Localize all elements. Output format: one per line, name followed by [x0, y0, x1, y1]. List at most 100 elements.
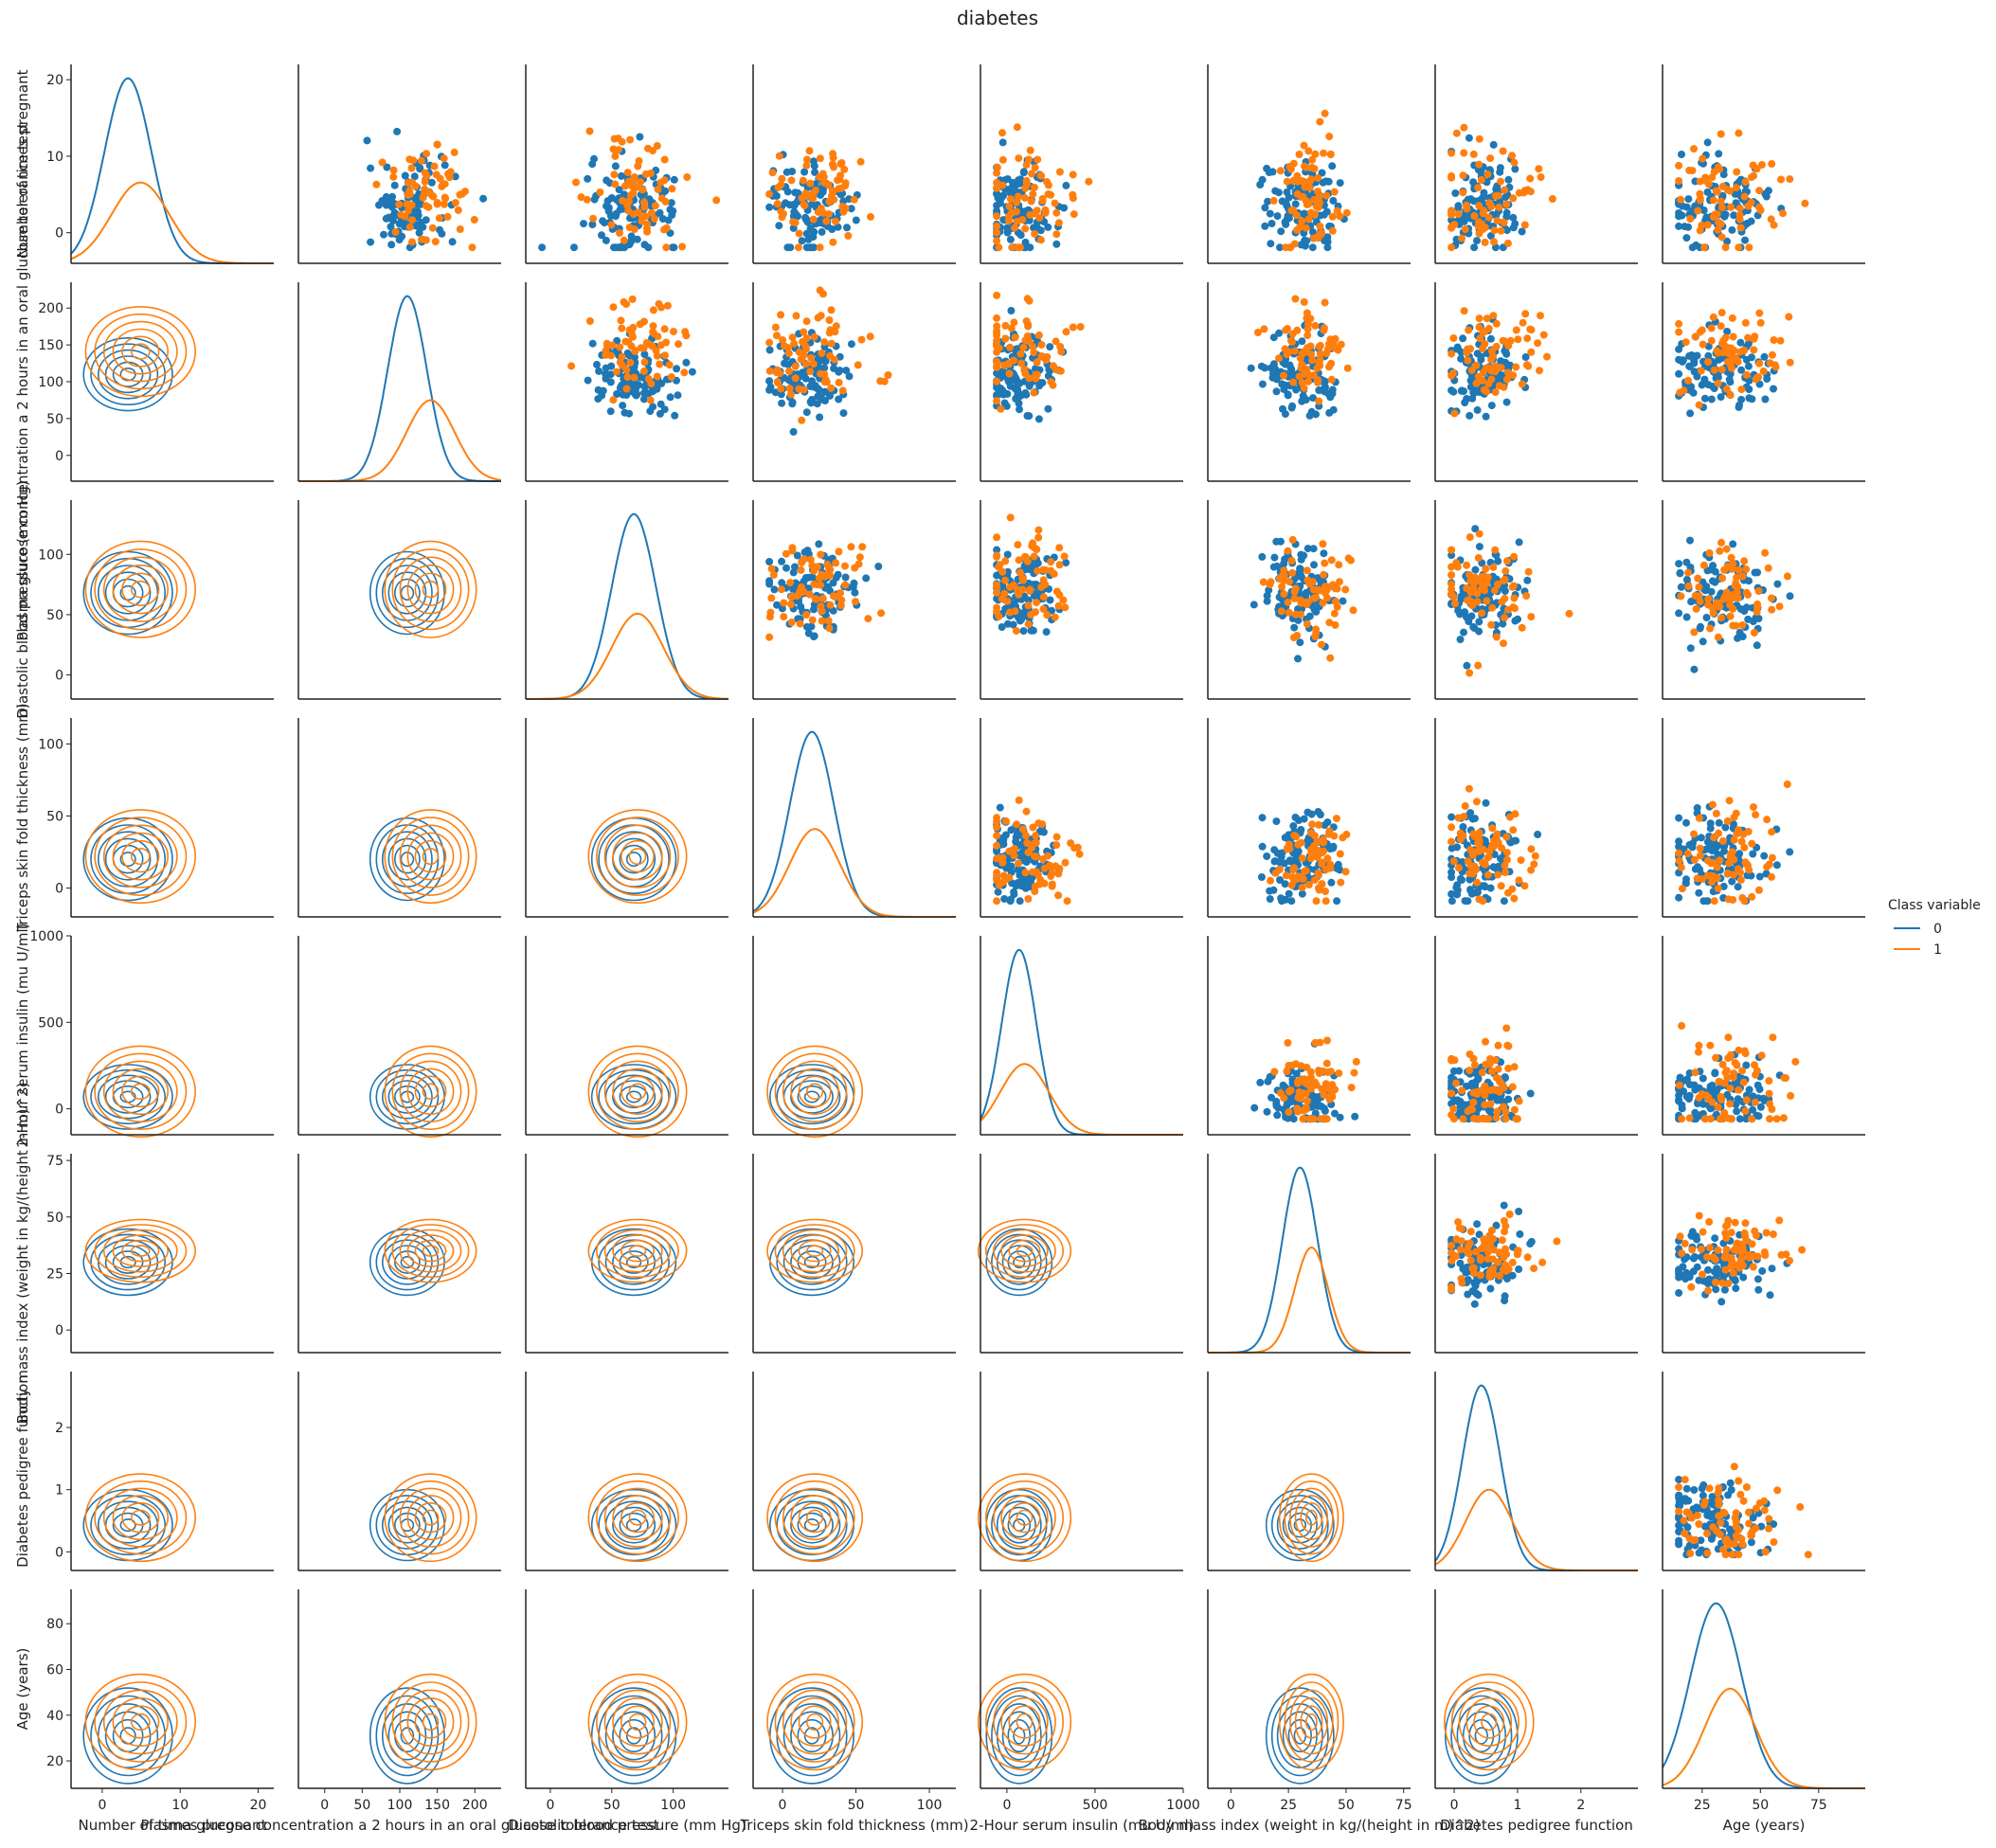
scatter-point-class1: [1327, 359, 1336, 368]
scatter-point-class0: [1753, 568, 1762, 577]
scatter-point-class1: [1716, 856, 1724, 865]
scatter-point-class0: [1717, 393, 1725, 402]
scatter-point-class0: [1735, 1115, 1744, 1123]
scatter-point-class1: [1449, 369, 1457, 377]
scatter-point-class0: [1733, 1107, 1741, 1116]
y-tick-label: 0: [55, 669, 63, 684]
scatter-point-class1: [1754, 587, 1763, 595]
scatter-point-class0: [1675, 560, 1683, 568]
scatter-point-class1: [423, 171, 431, 180]
scatter-point-class1: [1753, 608, 1761, 617]
scatter-point-class0: [778, 579, 786, 587]
scatter-point-class0: [852, 216, 860, 224]
scatter-point-class1: [820, 338, 829, 347]
scatter-point-class1: [824, 568, 833, 576]
scatter-point-class1: [611, 180, 620, 188]
scatter-point-class1: [1025, 296, 1034, 305]
scatter-point-class0: [1272, 1097, 1281, 1105]
scatter-point-class1: [809, 215, 818, 224]
scatter-point-class1: [1511, 604, 1519, 613]
scatter-point-class1: [1022, 832, 1030, 840]
scatter-point-class0: [1682, 613, 1691, 621]
scatter-point-class0: [640, 383, 649, 391]
scatter-point-class1: [1466, 533, 1474, 542]
kde-contour-class1: [985, 1224, 1065, 1279]
scatter-point-class1: [649, 322, 657, 331]
scatter-point-class0: [1474, 1291, 1483, 1300]
scatter-point-class1: [1006, 343, 1015, 351]
y-tick-label: 50: [46, 412, 63, 427]
scatter-point-class0: [1296, 565, 1304, 573]
scatter-point-class1: [636, 320, 644, 329]
scatter-point-class1: [1304, 320, 1312, 329]
scatter-point-class1: [854, 560, 863, 568]
scatter-point-class1: [782, 549, 790, 558]
scatter-point-class0: [1060, 204, 1069, 212]
scatter-point-class1: [577, 193, 585, 202]
scatter-point-class0: [874, 563, 883, 570]
scatter-point-class1: [622, 385, 631, 393]
scatter-point-class0: [1515, 1208, 1523, 1215]
scatter-point-class0: [839, 409, 848, 418]
scatter-point-class1: [1304, 215, 1313, 224]
scatter-point-class1: [1008, 208, 1016, 217]
kde-contour-class0: [387, 571, 427, 615]
scatter-point-class1: [572, 178, 580, 187]
scatter-point-class1: [1491, 368, 1500, 376]
scatter-point-class0: [1289, 822, 1298, 830]
scatter-point-class1: [1322, 350, 1331, 357]
scatter-point-class1: [1748, 839, 1756, 848]
scatter-point-class1: [1319, 540, 1327, 548]
scatter-point-class1: [806, 179, 815, 188]
scatter-point-class1: [1709, 313, 1717, 321]
scatter-point-class1: [1448, 1056, 1456, 1065]
scatter-point-class0: [1297, 555, 1305, 564]
scatter-point-class1: [829, 188, 837, 197]
panel-gluc-vs-bp: [525, 282, 728, 482]
scatter-point-class1: [997, 404, 1005, 413]
scatter-point-class0: [1286, 856, 1294, 865]
scatter-point-class0: [770, 585, 779, 594]
scatter-point-class1: [1061, 858, 1070, 867]
scatter-point-class0: [791, 563, 799, 571]
scatter-point-class0: [1471, 386, 1480, 394]
scatter-point-class1: [1553, 1237, 1561, 1246]
scatter-point-class1: [1717, 538, 1725, 547]
scatter-point-class1: [1518, 623, 1526, 632]
scatter-point-class1: [811, 595, 819, 603]
scatter-point-class1: [1031, 164, 1039, 171]
scatter-point-class1: [660, 155, 669, 164]
scatter-point-class0: [1463, 661, 1471, 670]
scatter-point-class1: [993, 178, 1001, 187]
scatter-point-class1: [837, 596, 846, 604]
scatter-point-class1: [417, 156, 425, 165]
scatter-point-class1: [630, 373, 638, 382]
scatter-point-class1: [1326, 1068, 1335, 1076]
scatter-point-class1: [1732, 621, 1740, 630]
y-tick-label: 150: [38, 338, 63, 353]
scatter-point-class1: [1506, 336, 1515, 345]
scatter-point-class1: [1055, 544, 1064, 552]
scatter-point-class1: [817, 550, 825, 559]
scatter-point-class1: [1300, 141, 1308, 150]
scatter-point-class0: [1272, 817, 1281, 826]
scatter-point-class1: [1270, 1068, 1279, 1076]
scatter-point-class1: [1288, 330, 1297, 338]
scatter-point-class1: [802, 317, 811, 326]
scatter-point-class1: [1527, 613, 1536, 621]
scatter-point-class0: [1034, 415, 1043, 423]
scatter-point-class0: [1329, 405, 1338, 414]
scatter-point-class1: [1492, 319, 1501, 328]
scatter-point-class1: [852, 598, 859, 606]
scatter-point-class1: [1527, 845, 1536, 853]
scatter-point-class0: [1006, 235, 1015, 243]
kde-curve-class-1: [752, 828, 956, 918]
scatter-point-class0: [1487, 402, 1496, 410]
scatter-point-class1: [1704, 595, 1713, 603]
scatter-point-class0: [1247, 364, 1255, 372]
scatter-point-class0: [625, 409, 634, 418]
scatter-point-class1: [1500, 219, 1508, 226]
kde-contour-class1: [628, 848, 647, 866]
scatter-point-class1: [1501, 566, 1510, 575]
